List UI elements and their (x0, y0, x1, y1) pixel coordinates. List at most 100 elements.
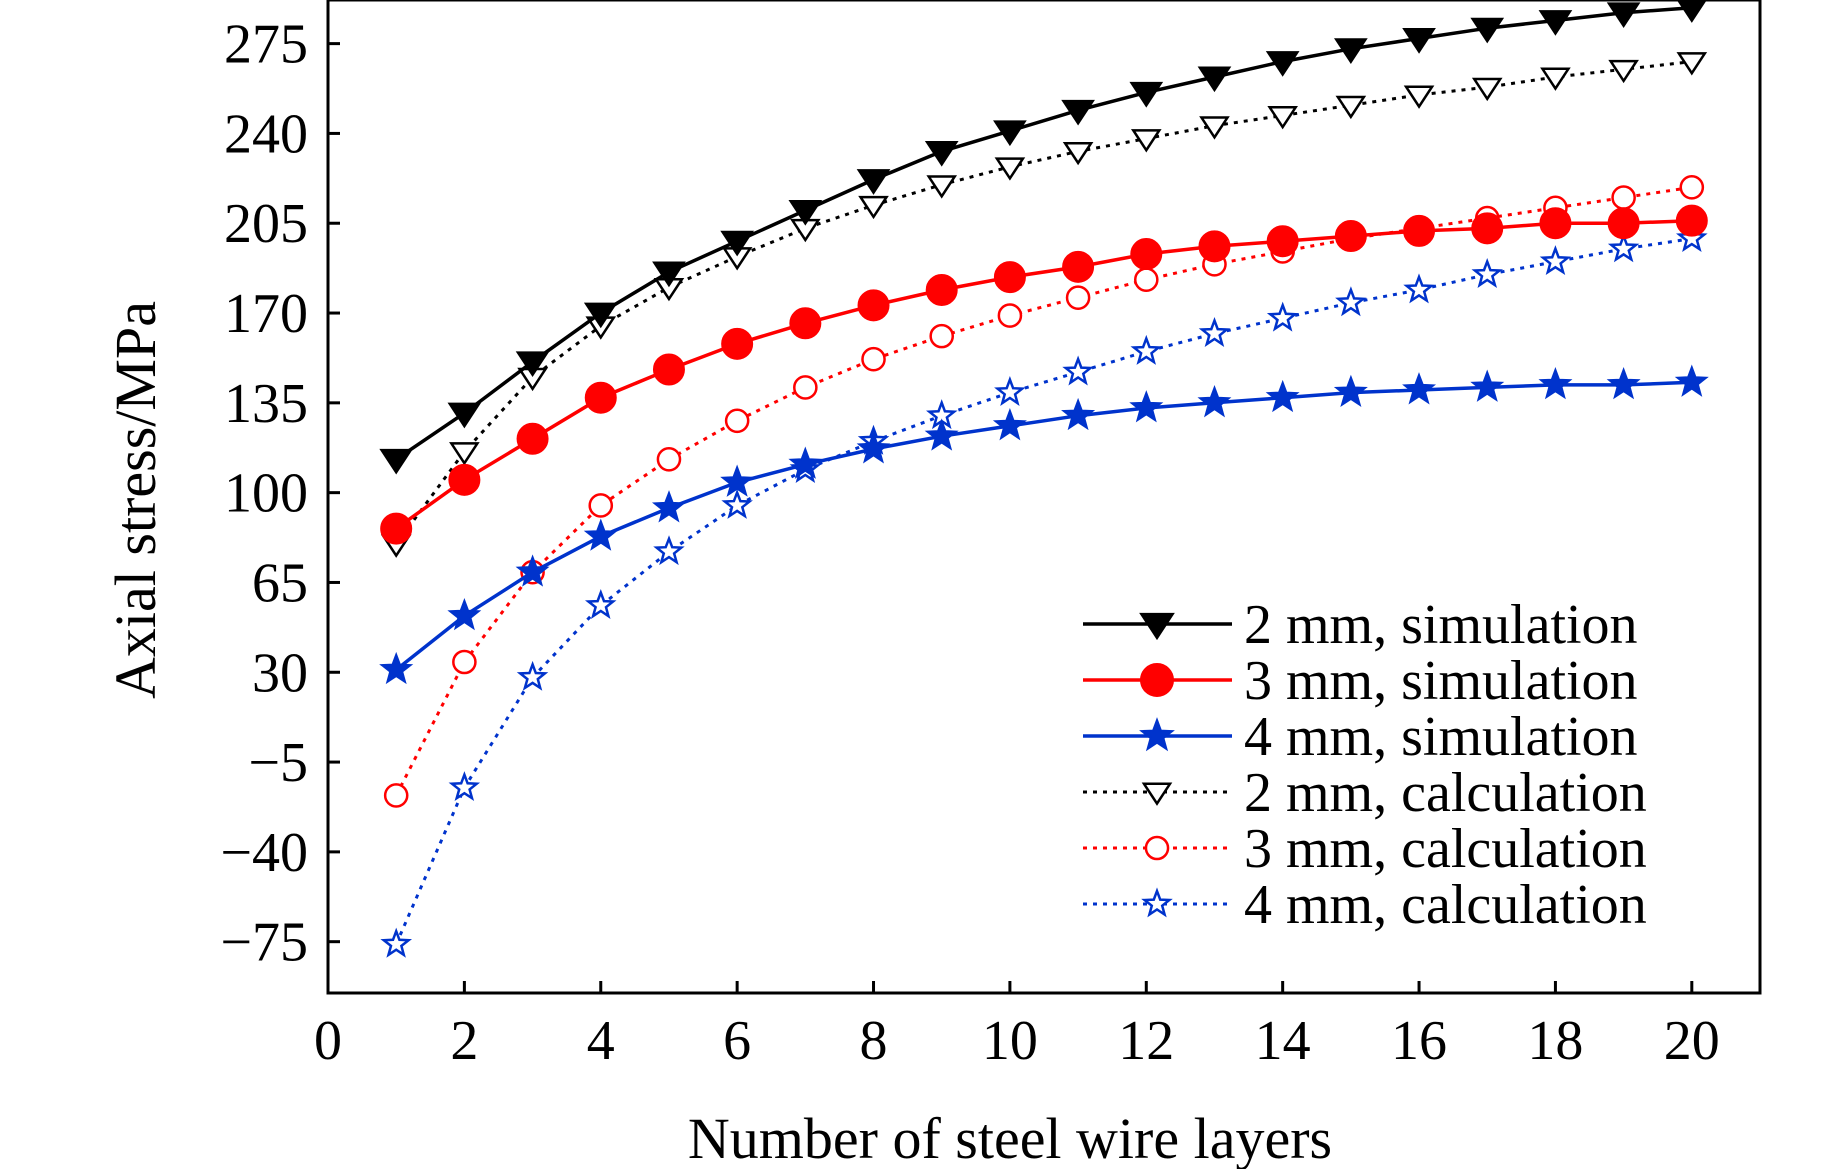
legend-swatch-marker (1140, 663, 1174, 697)
y-tick-label: −75 (220, 912, 308, 974)
data-point (452, 649, 477, 675)
data-point (856, 431, 891, 464)
data-point (924, 140, 959, 167)
x-tick-label: 18 (1527, 1010, 1583, 1072)
y-tick-label: 240 (224, 103, 308, 165)
data-point (1679, 175, 1705, 200)
series-4-mm-simulation (379, 364, 1709, 685)
series-4-mm-calculation (380, 222, 1708, 958)
data-point (1197, 384, 1232, 418)
x-tick-label: 12 (1118, 1010, 1174, 1072)
data-point (1130, 129, 1162, 153)
data-point (652, 261, 686, 288)
data-point (447, 597, 482, 631)
data-point (1062, 141, 1094, 166)
data-point (858, 195, 889, 220)
data-point (1335, 286, 1367, 317)
data-point (1676, 52, 1708, 76)
x-tick-label: 8 (860, 1010, 888, 1072)
legend-label: 4 mm, simulation (1244, 706, 1638, 768)
data-point (1199, 116, 1230, 140)
data-point (1403, 214, 1436, 247)
data-point (1129, 81, 1164, 108)
data-point (1265, 51, 1300, 77)
legend-label: 2 mm, calculation (1244, 762, 1647, 824)
x-axis-ticks: 0 2 4 6 8 10 12 14 16 18 20 (314, 981, 1720, 1072)
data-point (380, 512, 413, 545)
x-tick-label: 16 (1391, 1010, 1447, 1072)
data-point (449, 442, 480, 466)
data-point (379, 651, 414, 685)
legend-item-3-mm-simulation: 3 mm, simulation (1083, 650, 1638, 712)
series-3-mm-simulation (380, 204, 1708, 545)
x-tick-label: 14 (1255, 1010, 1311, 1072)
x-tick-label: 6 (723, 1010, 751, 1072)
data-point (721, 488, 753, 519)
data-point (1539, 207, 1572, 240)
data-point (789, 307, 822, 340)
data-point (929, 323, 955, 349)
y-tick-label: −5 (248, 732, 308, 794)
data-point (1403, 85, 1435, 109)
data-point (1538, 10, 1573, 36)
data-point (924, 418, 959, 451)
data-point (1470, 369, 1505, 402)
legend-label: 4 mm, calculation (1244, 874, 1647, 936)
data-point (1675, 222, 1708, 252)
y-tick-label: 275 (224, 14, 308, 76)
data-point (721, 327, 754, 360)
data-point (1403, 273, 1435, 304)
data-point (1539, 245, 1572, 276)
data-point (1470, 17, 1505, 44)
y-axis-title: Axial stress/MPa (103, 301, 168, 699)
series-2-mm-calculation (380, 52, 1708, 558)
y-axis-ticks: −75 −40 −5 30 65 100 135 170 205 240 275 (220, 14, 340, 974)
data-point (1538, 367, 1573, 400)
data-point (1676, 0, 1707, 23)
data-point (1471, 77, 1503, 102)
x-tick-label: 2 (450, 1010, 478, 1072)
legend-swatch-marker (1139, 612, 1175, 641)
y-tick-label: 100 (224, 463, 308, 525)
series-line (394, 185, 1693, 797)
data-point (720, 230, 754, 257)
legend-swatch-marker (1139, 717, 1175, 752)
data-point (993, 261, 1026, 294)
legend-label: 2 mm, simulation (1244, 594, 1638, 656)
data-point (1129, 390, 1164, 423)
data-point (856, 169, 891, 195)
data-point (1198, 230, 1231, 263)
data-point (1402, 28, 1436, 54)
y-tick-label: −40 (220, 822, 308, 884)
legend-swatch-marker (1141, 782, 1173, 806)
plot-frame (326, 0, 1762, 995)
y-tick-label: 30 (252, 642, 308, 704)
x-axis-title: Number of steel wire layers (688, 1106, 1332, 1169)
data-point (448, 771, 481, 802)
data-point (652, 353, 685, 386)
data-point (583, 518, 618, 551)
data-point (653, 535, 685, 566)
data-point (1130, 334, 1162, 365)
data-point (1333, 374, 1368, 408)
data-point (993, 120, 1027, 147)
data-point (1611, 185, 1636, 210)
data-point (861, 346, 886, 372)
data-point (1471, 258, 1504, 288)
legend-item-4-mm-calculation: 4 mm, calculation (1083, 874, 1647, 936)
data-point (994, 157, 1026, 181)
data-point (516, 660, 549, 691)
x-tick-label: 4 (587, 1010, 615, 1072)
data-point (857, 289, 890, 322)
data-point (1133, 267, 1159, 292)
y-tick-label: 170 (224, 283, 308, 345)
data-point (1608, 59, 1639, 84)
data-point (515, 351, 550, 377)
legend-item-3-mm-calculation: 3 mm, calculation (1083, 818, 1647, 880)
data-point (656, 446, 682, 472)
legend-label: 3 mm, simulation (1244, 650, 1638, 712)
data-point (1334, 38, 1368, 64)
data-point (584, 381, 617, 414)
